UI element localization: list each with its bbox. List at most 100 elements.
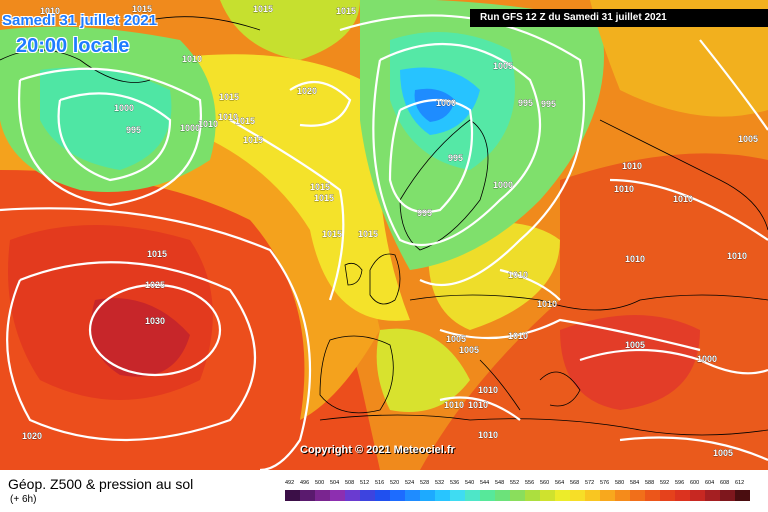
scale-label: 528: [420, 480, 430, 486]
scale-swatch: [360, 490, 375, 501]
russia-coast: [599, 119, 768, 231]
europe-coast: [409, 294, 768, 311]
field-warm-east: [420, 153, 768, 470]
isobar-label: 1020: [297, 86, 317, 96]
scale-label: 600: [690, 480, 700, 486]
scale-swatch: [435, 490, 450, 501]
copyright-notice: Copyright © 2021 Meteociel.fr: [300, 444, 455, 456]
scale-label: 520: [390, 480, 400, 486]
scale-swatch: [315, 490, 330, 501]
scale-label: 556: [525, 480, 535, 486]
isobar-label: 1005: [713, 448, 733, 458]
scale-label: 492: [285, 480, 295, 486]
isobar-label: 1020: [22, 431, 42, 441]
scale-label: 544: [480, 480, 490, 486]
isobar-label: 1015: [358, 229, 378, 239]
scale-swatch: [555, 490, 570, 501]
isobar-north-low-1: [388, 99, 474, 214]
scale-swatch: [675, 490, 690, 501]
scale-swatch: [495, 490, 510, 501]
isobar-label: 1010: [508, 331, 528, 341]
field-green-west-core: [40, 67, 172, 170]
isobar-west-low-1: [57, 92, 172, 182]
isobar-label: 1025: [145, 280, 165, 290]
scale-label: 564: [555, 480, 565, 486]
isobar-1015-mid: [229, 119, 345, 301]
greece-coast: [539, 371, 581, 407]
field-green-top: [220, 0, 360, 60]
scale-swatch: [570, 490, 585, 501]
scale-swatch: [735, 490, 750, 501]
isobar-label: 1010: [444, 400, 464, 410]
scale-label: 588: [645, 480, 655, 486]
isobar-1005-se: [619, 436, 768, 462]
scale-label: 560: [540, 480, 550, 486]
isobar-label: 995: [417, 208, 432, 218]
arctic-coast: [149, 16, 261, 31]
scale-label: 512: [360, 480, 370, 486]
isobar-label: 995: [541, 99, 556, 109]
isobar-north-low-3: [339, 14, 586, 287]
isobar-1020: [0, 207, 312, 470]
coastlines: [0, 16, 768, 436]
isobar-label: 1015: [336, 6, 356, 16]
isobar-1030: [88, 283, 222, 377]
isobar-label: 995: [518, 98, 533, 108]
scale-label: 516: [375, 480, 385, 486]
italy-coast: [479, 359, 521, 411]
isobar-label: 1015: [310, 182, 330, 192]
scale-swatch: [630, 490, 645, 501]
legend-title: Géop. Z500 & pression au sol: [8, 476, 194, 492]
isobar-label: 1000: [180, 123, 200, 133]
isobar-label: 1000: [697, 354, 717, 364]
scale-swatch: [510, 490, 525, 501]
legend-footer: Géop. Z500 & pression au sol (+ 6h) 492 4…: [0, 470, 768, 512]
scale-swatch: [540, 490, 555, 501]
isobar-label: 1000: [493, 180, 513, 190]
field-blue-core: [414, 88, 455, 122]
scale-swatch: [390, 490, 405, 501]
scale-swatch: [450, 490, 465, 501]
scale-swatch: [285, 490, 300, 501]
isobars: [0, 14, 768, 470]
scale-swatch: [705, 490, 720, 501]
isobar-label: 1010: [478, 385, 498, 395]
ireland-coast: [344, 262, 363, 286]
scale-label: 548: [495, 480, 505, 486]
scale-label: 504: [330, 480, 340, 486]
isobar-label: 1015: [147, 249, 167, 259]
isobar-1005-ne: [699, 39, 768, 131]
isobar-label: 1010: [478, 430, 498, 440]
isobar-label: 1005: [493, 61, 513, 71]
field-orange-ne: [590, 0, 768, 117]
scale-swatch: [345, 490, 360, 501]
scale-label: 592: [660, 480, 670, 486]
isobar-1010-med: [439, 396, 521, 421]
scale-label: 532: [435, 480, 445, 486]
field-yellow: [160, 54, 410, 321]
scale-swatch: [600, 490, 615, 501]
scale-label: 500: [315, 480, 325, 486]
scale-label: 612: [735, 480, 745, 486]
isobar-label: 1005: [446, 334, 466, 344]
isobar-1010-central: [499, 268, 561, 301]
africa-coast: [319, 414, 768, 436]
scale-swatch: [300, 490, 315, 501]
scale-swatch: [720, 490, 735, 501]
map-valid-time: 20:00 locale: [16, 35, 130, 57]
scale-swatch: [420, 490, 435, 501]
isobar-label: 1010: [727, 251, 747, 261]
scale-swatch: [615, 490, 630, 501]
scale-swatch: [660, 490, 675, 501]
z500-pressure-map: 1010 1015 1015 1015 1010 1010 1015 1015 …: [0, 0, 768, 470]
isobar-label: 1000: [436, 98, 456, 108]
isobar-label: 1015: [219, 92, 239, 102]
isobar-label: 1010: [182, 54, 202, 64]
isobar-label: 1015: [235, 116, 255, 126]
greenland-coast: [0, 49, 151, 83]
isobar-label: 995: [448, 153, 463, 163]
isobar-label: 995: [126, 125, 141, 135]
legend-subtitle: (+ 6h): [10, 494, 37, 505]
isobar-label: 1000: [114, 103, 134, 113]
